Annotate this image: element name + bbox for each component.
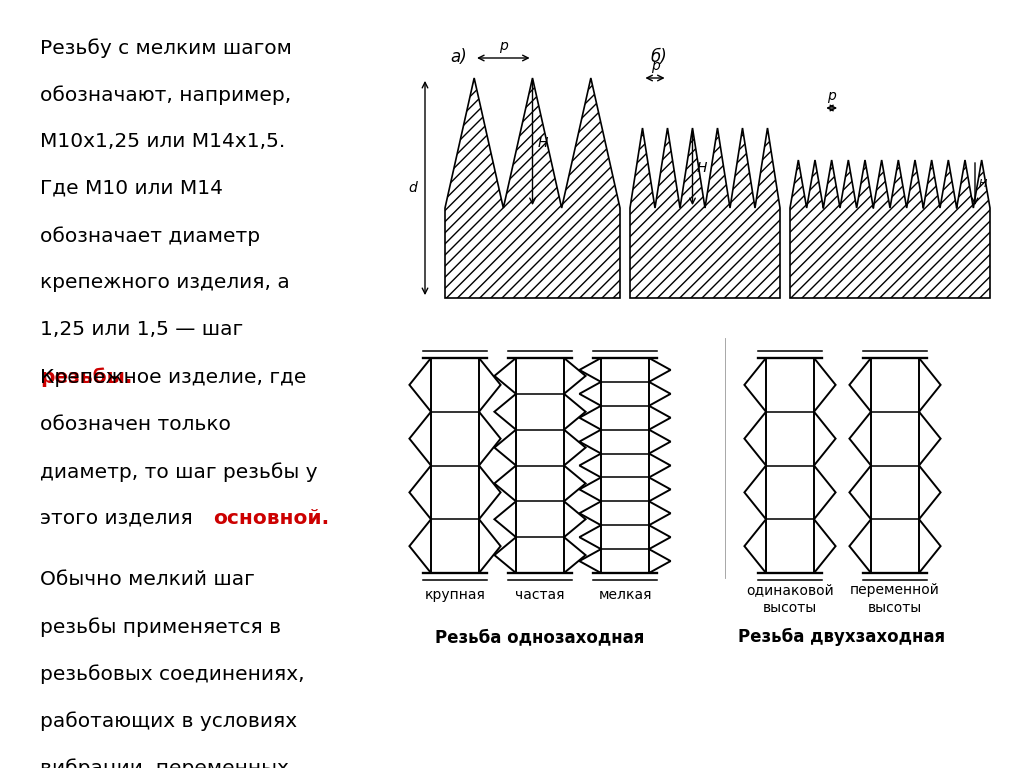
Text: б): б)	[650, 48, 667, 66]
Text: 1,25 или 1,5 — шаг: 1,25 или 1,5 — шаг	[40, 320, 243, 339]
Text: резьбовых соединениях,: резьбовых соединениях,	[40, 664, 304, 684]
Text: работающих в условиях: работающих в условиях	[40, 711, 297, 731]
Text: Где М10 или М14: Где М10 или М14	[40, 179, 223, 198]
Text: Резьба однозаходная: Резьба однозаходная	[435, 628, 645, 646]
Text: р: р	[827, 89, 836, 103]
Text: Крепежное изделие, где: Крепежное изделие, где	[40, 368, 306, 387]
Text: а): а)	[450, 48, 467, 66]
Text: Резьбу с мелким шагом: Резьбу с мелким шагом	[40, 38, 292, 58]
Text: р: р	[499, 39, 508, 53]
Text: Резьба двухзаходная: Резьба двухзаходная	[738, 628, 945, 646]
Text: переменной: переменной	[850, 583, 940, 597]
Text: H: H	[696, 161, 707, 175]
Text: обозначают, например,: обозначают, например,	[40, 85, 291, 104]
Text: d: d	[409, 181, 418, 195]
Text: обозначает диаметр: обозначает диаметр	[40, 226, 260, 246]
Text: этого изделия: этого изделия	[40, 509, 193, 528]
Text: высоты: высоты	[868, 601, 923, 615]
Text: крупная: крупная	[425, 588, 485, 602]
Text: H: H	[538, 136, 548, 150]
Text: H: H	[979, 179, 987, 189]
Polygon shape	[445, 78, 620, 298]
Text: частая: частая	[515, 588, 565, 602]
Polygon shape	[630, 128, 780, 298]
Text: диаметр, то шаг резьбы у: диаметр, то шаг резьбы у	[40, 462, 317, 482]
Text: резьбы.: резьбы.	[40, 367, 132, 386]
Text: М10х1,25 или М14х1,5.: М10х1,25 или М14х1,5.	[40, 132, 286, 151]
Text: Обычно мелкий шаг: Обычно мелкий шаг	[40, 570, 255, 589]
Text: резьбы применяется в: резьбы применяется в	[40, 617, 282, 637]
Text: крепежного изделия, а: крепежного изделия, а	[40, 273, 290, 292]
Text: высоты: высоты	[763, 601, 817, 615]
Text: одинаковой: одинаковой	[746, 583, 834, 597]
Text: вибрации, переменных: вибрации, переменных	[40, 758, 289, 768]
Text: основной.: основной.	[213, 509, 329, 528]
Polygon shape	[790, 160, 990, 298]
Text: р: р	[650, 59, 659, 73]
Text: мелкая: мелкая	[598, 588, 651, 602]
Text: обозначен только: обозначен только	[40, 415, 230, 434]
